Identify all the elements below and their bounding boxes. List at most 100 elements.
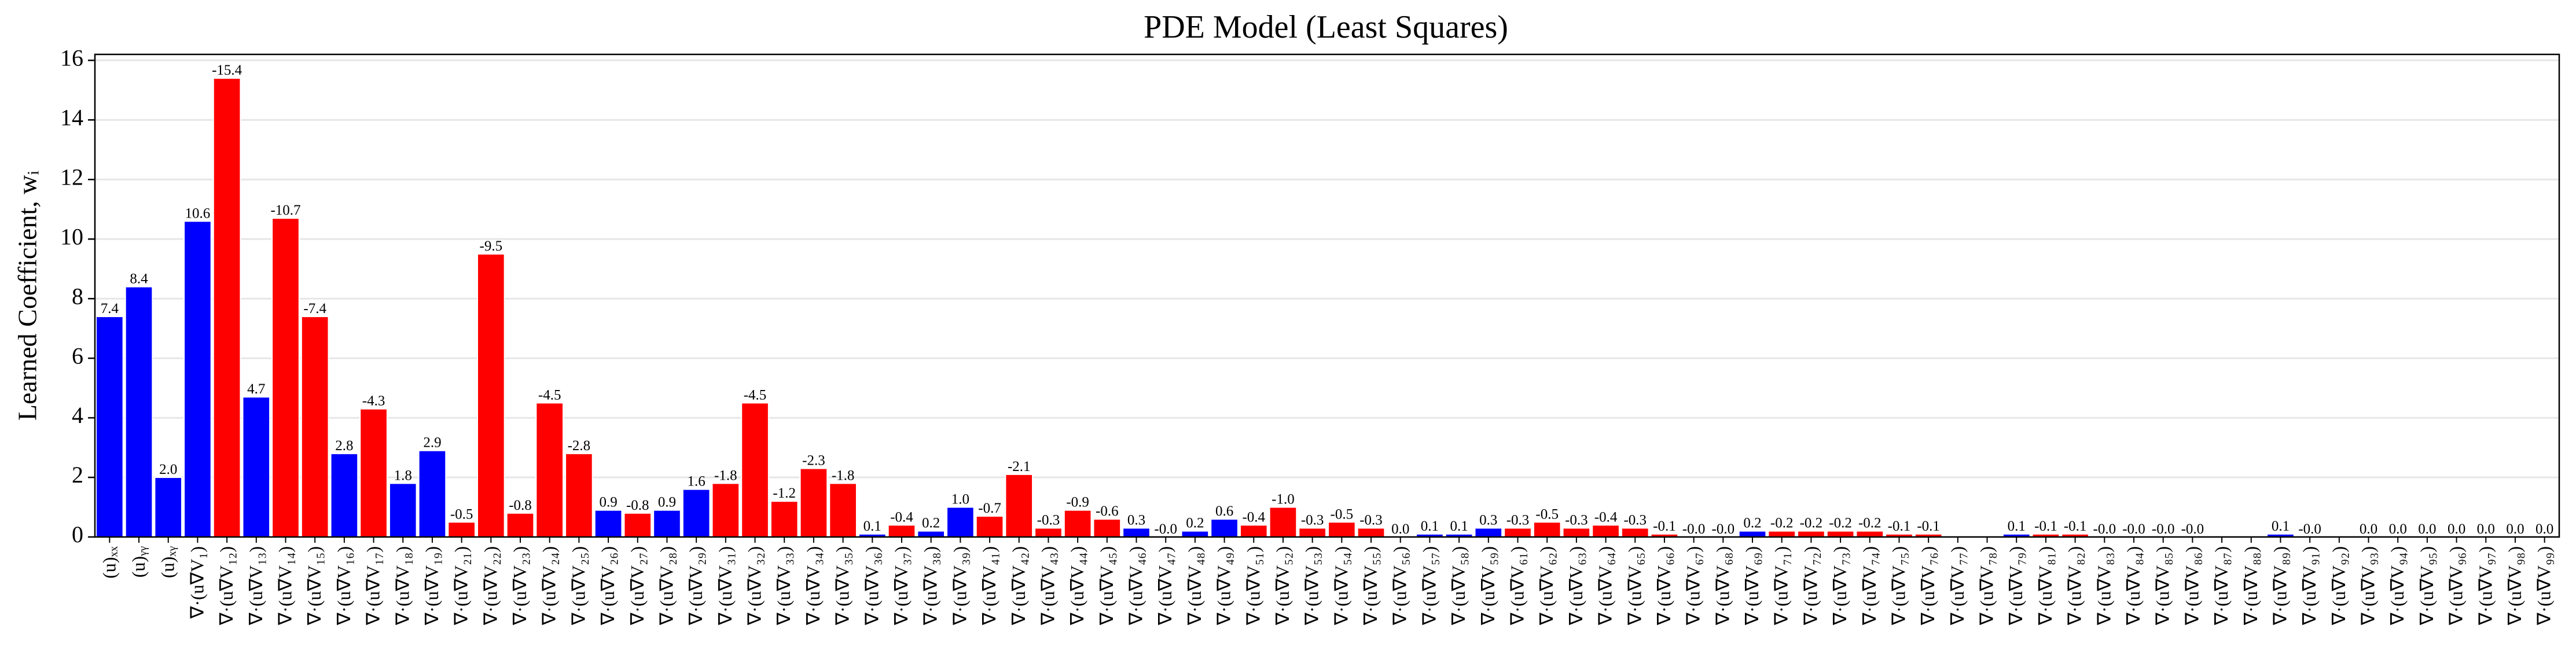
x-tick-label: ∇·(u∇V₇₅) [1888,546,1909,625]
value-label: 0.0 [2506,521,2524,537]
x-tick-label: ∇·(u∇V₃₂) [744,546,765,625]
bar [1504,527,1532,538]
x-tick-label: ∇·(u∇V₈₇) [2211,546,2232,625]
bar [1738,530,1767,538]
bar [1181,530,1210,538]
x-tick-label: ∇·(u∇V₁) [186,546,207,619]
bar [711,483,740,538]
bar [770,501,799,538]
x-tick-label: ∇·(u∇V₉₅) [2416,546,2437,625]
value-label: -0.0 [1712,521,1735,537]
value-label: -1.2 [773,485,796,501]
x-tick-label: ∇·(u∇V₄₆) [1126,546,1146,625]
value-label: 1.8 [394,468,412,483]
value-label: -0.0 [2093,521,2116,537]
x-tick-label: ∇·(u∇V₆₃) [1566,546,1586,625]
x-tick-label: ∇·(u∇V₅₁) [1243,546,1263,625]
value-label: -0.9 [1066,495,1089,510]
x-tick-label: ∇·(u∇V₇₁) [1771,546,1792,625]
bar [1620,527,1649,538]
x-tick-label: ∇·(u∇V₅₅) [1360,546,1381,625]
bar [388,483,417,538]
x-tick-label: ∇·(u∇V₉₄) [2387,546,2408,625]
x-tick-label: ∇·(u∇V₁₅) [304,546,325,625]
x-tick-label: ∇·(u∇V₂₇) [627,546,648,625]
value-label: -4.5 [744,387,767,403]
bar [1210,518,1239,538]
x-tick-label: ∇·(u∇V₆₇) [1683,546,1704,625]
value-label: 0.0 [1391,521,1409,537]
value-label: 0.6 [1215,503,1233,519]
x-tick-label: ∇·(u∇V₈₃) [2093,546,2114,625]
value-label: 0.1 [1450,518,1468,534]
x-tick-label: ∇·(u∇V₈₉) [2269,546,2290,625]
x-tick-label: ∇·(u∇V₃₈) [920,546,941,625]
x-tick-label: ∇·(u∇V₆₉) [1741,546,1762,625]
value-label: -4.5 [538,387,561,403]
value-label: 0.1 [1421,518,1439,534]
bar [1328,521,1356,538]
bar [418,450,447,538]
x-tick-label: ∇·(u∇V₁₇) [363,546,384,625]
x-tick-label: ∇·(u∇V₈₁) [2035,546,2056,625]
bar [1269,506,1298,538]
value-label: -0.5 [450,506,473,522]
x-tick-label: ∇·(u∇V₆₈) [1712,546,1733,625]
value-label: -1.8 [714,468,737,483]
value-label: 0.1 [2008,518,2026,534]
value-label: -0.3 [1359,513,1383,528]
x-tick-label: ∇·(u∇V₃₃) [773,546,794,625]
x-tick-label: ∇·(u∇V₄₂) [1008,546,1029,625]
x-tick-label: ∇·(u∇V₄₁) [979,546,999,625]
value-label: 1.6 [688,474,705,490]
x-tick-label: ∇·(u∇V₇₃) [1829,546,1850,625]
x-tick-label: ∇·(u∇V₄₄) [1067,546,1087,625]
y-axis-label: Learned Coefficient, wᵢ [13,171,42,421]
x-tick-label: ∇·(u∇V₆₆) [1653,546,1674,625]
value-label: 2.0 [159,462,177,477]
x-tick-label: ∇·(u∇V₅₃) [1302,546,1322,625]
value-label: -1.8 [832,468,855,483]
bar [1298,527,1326,538]
value-label: 7.4 [101,301,119,317]
value-label: -0.4 [1594,509,1618,525]
value-label: -0.6 [1096,503,1119,519]
value-label: 0.0 [2535,521,2553,537]
chart-title: PDE Model (Least Squares) [1144,9,1508,45]
value-label: -0.1 [2034,518,2057,534]
value-label: -9.5 [480,238,503,254]
y-tick-label: 16 [60,45,83,71]
bar [1767,530,1796,538]
x-tick-label: ∇·(u∇V₁₂) [216,546,237,625]
bar [1797,530,1825,538]
value-label: 2.9 [423,435,441,451]
value-label: -0.0 [2181,521,2204,537]
value-label: -1.0 [1272,492,1295,507]
bar [271,218,300,538]
value-label: 10.6 [185,205,211,221]
value-label: 4.7 [247,381,265,397]
x-tick-label: ∇·(u∇V₇₇) [1947,546,1968,625]
x-tick-label: ∇·(u∇V₁₃) [245,546,266,625]
bar [799,468,828,538]
x-tick-label: ∇·(u∇V₇₂) [1800,546,1821,625]
x-tick-label: ∇·(u∇V₈₆) [2181,546,2202,625]
value-label: 0.9 [658,495,676,510]
value-label: -10.7 [270,203,300,218]
value-label: -0.1 [1917,518,1940,534]
x-tick-label: ∇·(u∇V₁₉) [421,546,442,625]
value-label: 1.0 [951,492,969,507]
value-label: -2.3 [802,453,825,469]
x-tick-label: ∇·(u∇V₉₇) [2475,546,2496,625]
x-tick-label: ∇·(u∇V₂₂) [480,546,501,625]
x-tick-label: ∇·(u∇V₇₄) [1859,546,1880,625]
value-label: 0.2 [922,516,940,531]
value-label: 0.1 [2272,518,2290,534]
x-tick-label: (u)ₓₓ [98,546,119,579]
value-label: 0.3 [1479,513,1497,528]
y-tick-label: 8 [72,283,83,309]
bar [1093,518,1122,538]
bar [477,253,505,538]
x-tick-label: ∇·(u∇V₁₄) [274,546,295,625]
bar [946,506,975,538]
